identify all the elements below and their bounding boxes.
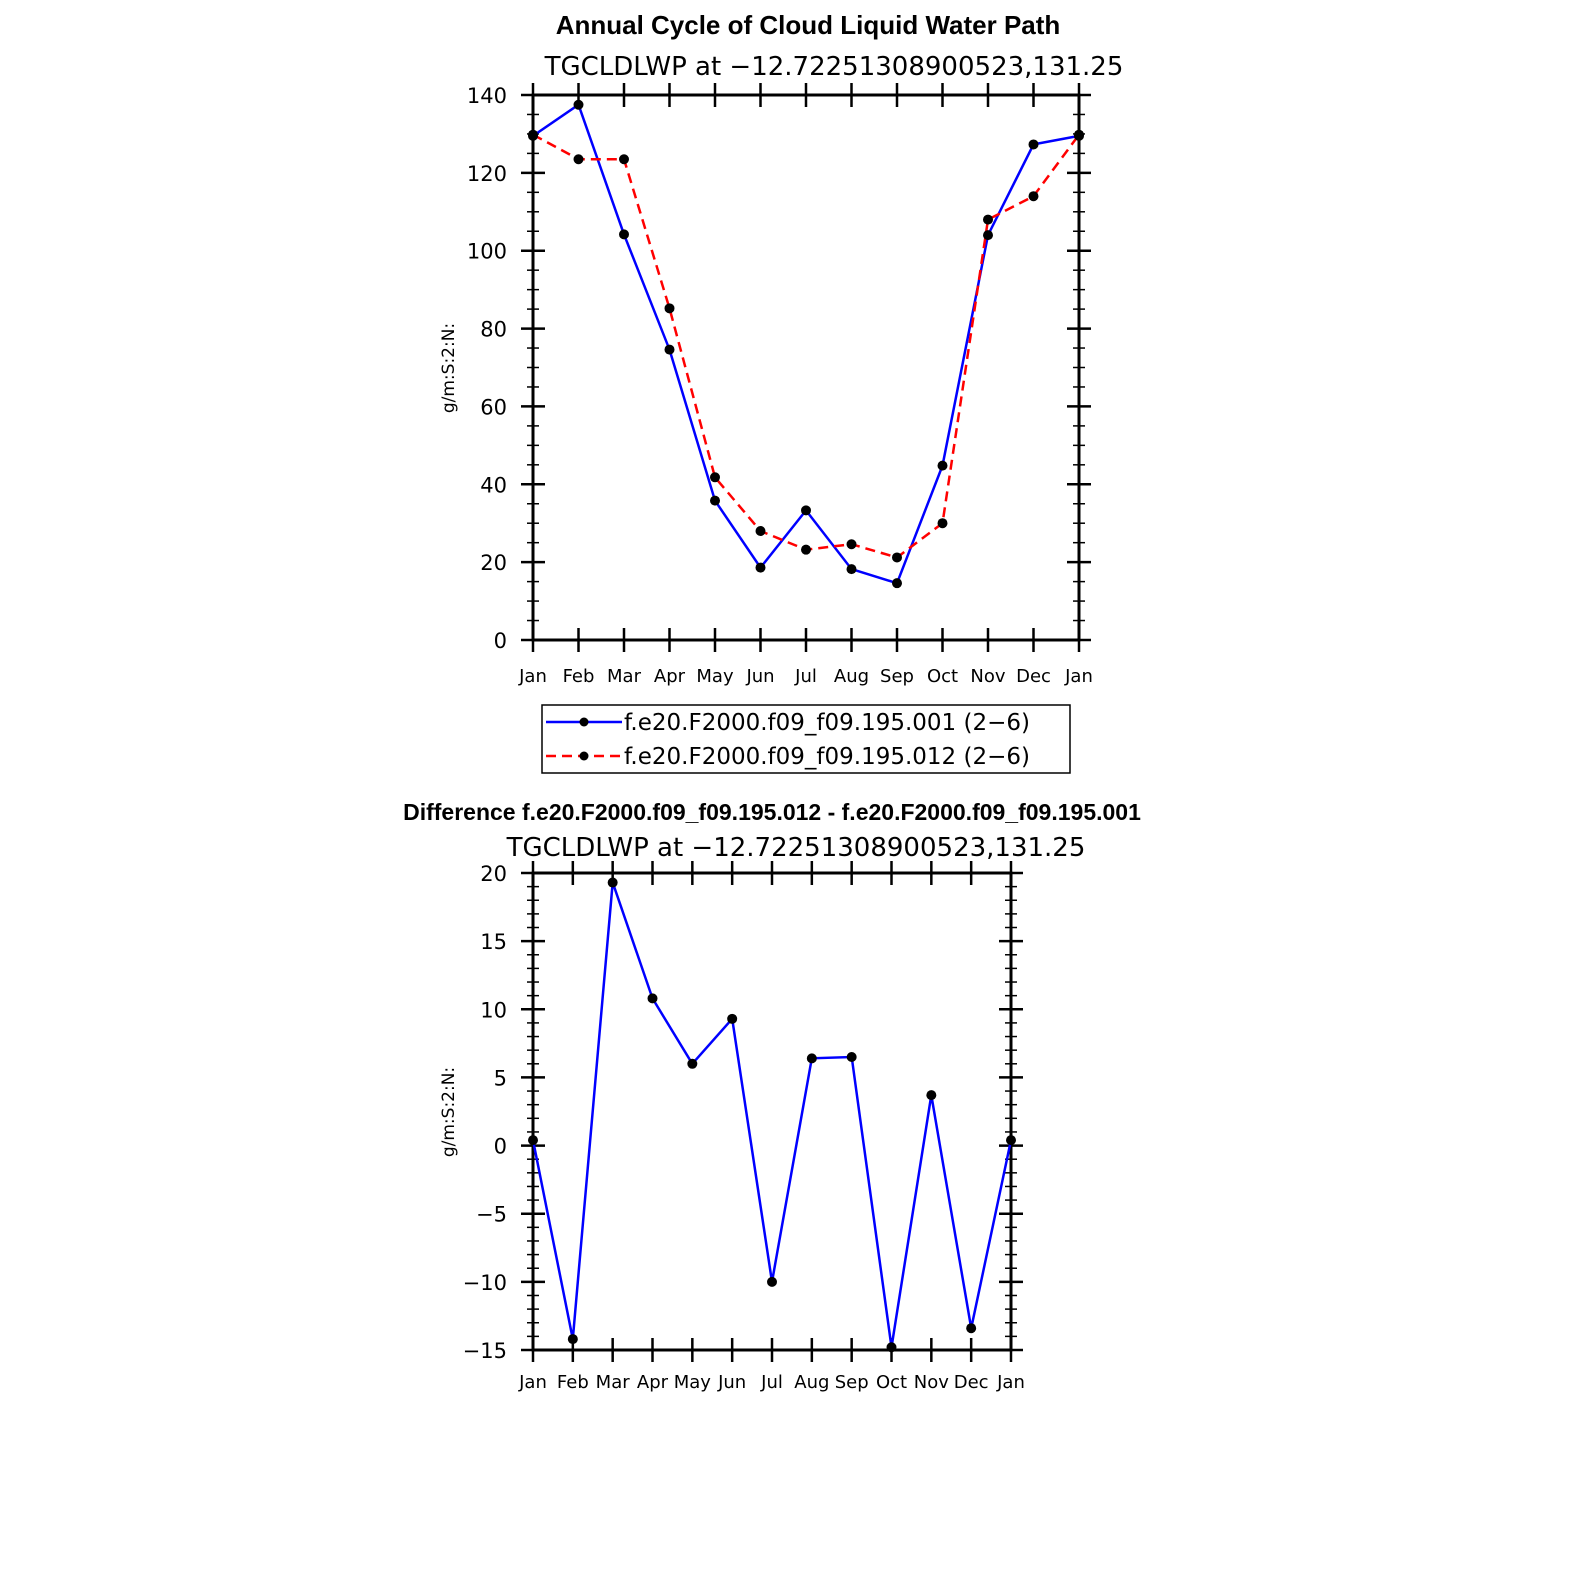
chart2-series-1-point: [727, 1013, 738, 1024]
chart1-ytick-label: 120: [467, 162, 507, 186]
chart2-series-1-point: [806, 1053, 817, 1064]
chart2-series-1-point: [687, 1058, 698, 1069]
chart1-series-2-point: [983, 214, 993, 225]
chart1-series-1-point: [892, 578, 902, 589]
chart1-series-1-point: [846, 564, 857, 575]
chart2-xtick-label: May: [674, 1372, 712, 1393]
chart2-xtick-label: Mar: [596, 1372, 631, 1393]
chart2-subtitle: TGCLDLWP at −12.72251308900523,131.25: [506, 833, 1086, 863]
chart2-xtick-label: Dec: [954, 1372, 989, 1393]
chart2-xtick-label: Aug: [794, 1372, 829, 1393]
legend-box: [541, 704, 1071, 774]
legend-marker-series-2: [579, 751, 589, 761]
chart2-series-1-point: [1006, 1135, 1016, 1146]
chart2-ytick-label: 0: [494, 1135, 507, 1159]
chart1-frame: [531, 93, 1081, 642]
chart2-series-1-point: [926, 1090, 937, 1101]
chart1-series-2-point: [846, 539, 857, 550]
chart2-ytick-label: 5: [494, 1066, 507, 1090]
chart1-series-2-point: [528, 129, 538, 140]
chart1-series-2-line: [532, 133, 1081, 559]
chart2-xtick-label: Nov: [914, 1372, 949, 1393]
chart1-ytick-label: 140: [467, 84, 507, 108]
chart1-plot-area: 0 20 40 60 80 100 120 140 Jan Feb Mar Apr May Jun Jul A…: [467, 83, 1093, 687]
chart2-plot-area: −15 −10 −5 0 5 10 15 20 Jan Feb Mar Apr May Jun Jul Aug…: [463, 861, 1025, 1393]
chart1-ytick-label: 100: [467, 240, 507, 264]
chart1-series-1-point: [937, 460, 948, 471]
chart2-xtick-label: Oct: [876, 1372, 907, 1393]
chart1-series-1-point: [801, 505, 811, 516]
chart2-ytick-label: −5: [476, 1203, 507, 1227]
chart2-ylabel: g/m:S:2:N:: [439, 1067, 459, 1157]
chart1-ytick-label: 40: [480, 473, 507, 497]
chart1-series-2-point: [1074, 129, 1084, 140]
chart1-series-2-point: [573, 154, 584, 165]
chart2-series-1-point: [966, 1323, 977, 1334]
chart1-series-2-point: [664, 303, 675, 314]
chart1-xtick-label: Aug: [834, 666, 869, 687]
chart1-xtick-label: Jul: [794, 666, 817, 687]
chart2-ytick-label: 20: [480, 862, 507, 886]
chart1-series-2-point: [892, 552, 902, 563]
chart2-xtick-label: Feb: [557, 1372, 589, 1393]
chart1-series-2-point: [619, 154, 629, 165]
chart1-series-2-point: [801, 544, 811, 555]
chart2-xtick-label: Apr: [637, 1372, 669, 1393]
chart1-series-2-point: [755, 526, 766, 536]
chart1-xtick-label: Jan: [518, 666, 547, 687]
chart1-xtick-label: Dec: [1016, 666, 1051, 687]
chart2-series-1-point: [767, 1276, 777, 1287]
chart2-ytick-label: −10: [463, 1271, 507, 1295]
chart1-subtitle: TGCLDLWP at −12.72251308900523,131.25: [544, 52, 1124, 82]
chart2-ytick-label: −15: [463, 1339, 507, 1363]
chart2-series-1-point: [886, 1342, 897, 1353]
chart1-ytick-label: 80: [480, 318, 507, 342]
chart1-series-1-point: [1028, 139, 1039, 150]
chart1-ytick-label: 60: [480, 395, 507, 419]
chart2-series-1-point: [567, 1334, 578, 1345]
chart2-xtick-label: Jun: [717, 1372, 746, 1393]
chart1-series-2-point: [1028, 191, 1039, 202]
chart2-xtick-label: Jul: [760, 1372, 783, 1393]
chart1-xtick-label: Mar: [607, 666, 642, 687]
chart2-ytick-label: 15: [480, 930, 507, 954]
chart2-series-1-point: [846, 1051, 857, 1062]
chart1-ytick-label: 0: [494, 629, 507, 653]
chart1-series-1-point: [664, 344, 675, 355]
chart1-legend: f.e20.F2000.f09_f09.195.001 (2−6) f.e20.…: [541, 704, 1071, 774]
chart1-ytick-label: 20: [480, 551, 507, 575]
chart2-series-1-point: [528, 1135, 538, 1146]
chart2-ytick-label: 10: [480, 998, 507, 1022]
chart1-xtick-label: Oct: [927, 666, 958, 687]
chart2-title: Difference f.e20.F2000.f09_f09.195.012 -…: [403, 799, 1141, 825]
chart1-xtick-label: Sep: [880, 666, 914, 687]
chart1-xtick-label: Nov: [970, 666, 1005, 687]
chart2-series-1-point: [607, 877, 618, 888]
chart1-xtick-label: Jun: [745, 666, 774, 687]
chart2-xtick-label: Sep: [835, 1372, 869, 1393]
legend-label-series-2: f.e20.F2000.f09_f09.195.012 (2−6): [624, 744, 1030, 770]
chart1-series-1-point: [983, 230, 993, 241]
legend-label-series-1: f.e20.F2000.f09_f09.195.001 (2−6): [624, 710, 1030, 736]
chart1-series-1-point: [573, 99, 584, 110]
chart1-xtick-label: Apr: [654, 666, 686, 687]
chart2-xtick-label: Jan: [518, 1372, 547, 1393]
chart1-series-1-point: [755, 562, 766, 573]
chart1-series-2-point: [710, 472, 720, 483]
chart1-xtick-label: May: [696, 666, 734, 687]
chart2-series-1-point: [647, 993, 658, 1004]
chart2-xtick-label: Jan: [996, 1372, 1025, 1393]
chart1-series-1-point: [619, 229, 629, 240]
chart1-series-2-point: [937, 518, 948, 529]
chart1-series-1-point: [710, 495, 720, 506]
chart1-xtick-label: Feb: [563, 666, 595, 687]
legend-marker-series-1: [579, 717, 589, 727]
chart1-xtick-label: Jan: [1064, 666, 1093, 687]
chart1-title: Annual Cycle of Cloud Liquid Water Path: [556, 10, 1061, 40]
chart1-ylabel: g/m:S:2:N:: [439, 323, 459, 413]
